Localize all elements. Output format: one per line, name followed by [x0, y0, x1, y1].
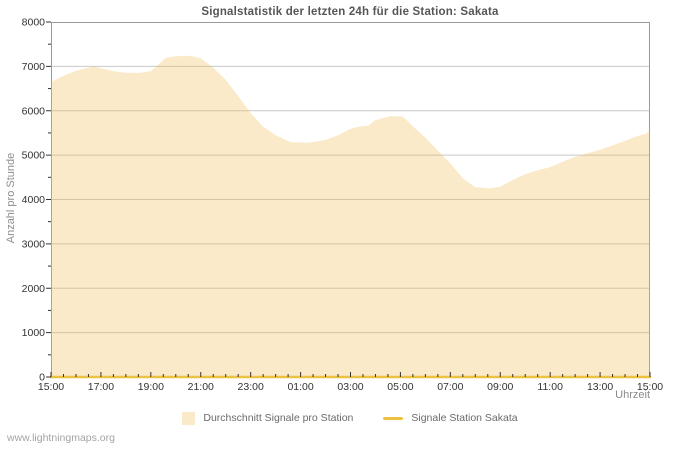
x-tick-label: 05:00 — [387, 381, 413, 393]
x-tick-label: 11:00 — [537, 381, 563, 393]
x-tick-label: 01:00 — [287, 381, 313, 393]
legend-label-station: Signale Station Sakata — [411, 412, 518, 424]
y-tick-label: 3000 — [22, 238, 46, 250]
area-swatch-icon — [182, 411, 196, 425]
legend-label-average: Durchschnitt Signale pro Station — [203, 412, 354, 424]
x-axis-title: Uhrzeit — [615, 389, 650, 401]
y-tick-label: 5000 — [22, 150, 46, 162]
y-axis-title: Anzahl pro Stunde — [5, 152, 17, 244]
watermark: www.lightningmaps.org — [7, 432, 115, 444]
y-tick-label: 7000 — [22, 61, 46, 73]
legend: Durchschnitt Signale pro Station Signale… — [0, 409, 700, 427]
x-tick-label: 17:00 — [88, 381, 114, 393]
y-tick-label: 2000 — [22, 283, 46, 295]
legend-item-average: Durchschnitt Signale pro Station — [182, 411, 354, 425]
line-swatch-icon — [383, 416, 404, 420]
average-signals-area — [51, 55, 650, 377]
x-tick-label: 07:00 — [437, 381, 463, 393]
x-tick-label: 23:00 — [238, 381, 264, 393]
x-tick-label: 15:00 — [38, 381, 64, 393]
y-tick-label: 1000 — [22, 327, 46, 339]
x-tick-label: 21:00 — [188, 381, 214, 393]
y-tick-label: 8000 — [22, 17, 46, 29]
x-tick-label: 09:00 — [487, 381, 513, 393]
chart-title: Signalstatistik der letzten 24h für die … — [201, 6, 499, 18]
legend-item-station: Signale Station Sakata — [383, 412, 518, 424]
x-tick-label: 03:00 — [337, 381, 363, 393]
y-tick-label: 0 — [39, 372, 45, 384]
y-tick-label: 6000 — [22, 105, 46, 117]
x-tick-label: 15:00 — [637, 381, 663, 393]
y-tick-label: 4000 — [22, 194, 46, 206]
x-tick-label: 19:00 — [138, 381, 164, 393]
x-tick-label: 13:00 — [587, 381, 613, 393]
